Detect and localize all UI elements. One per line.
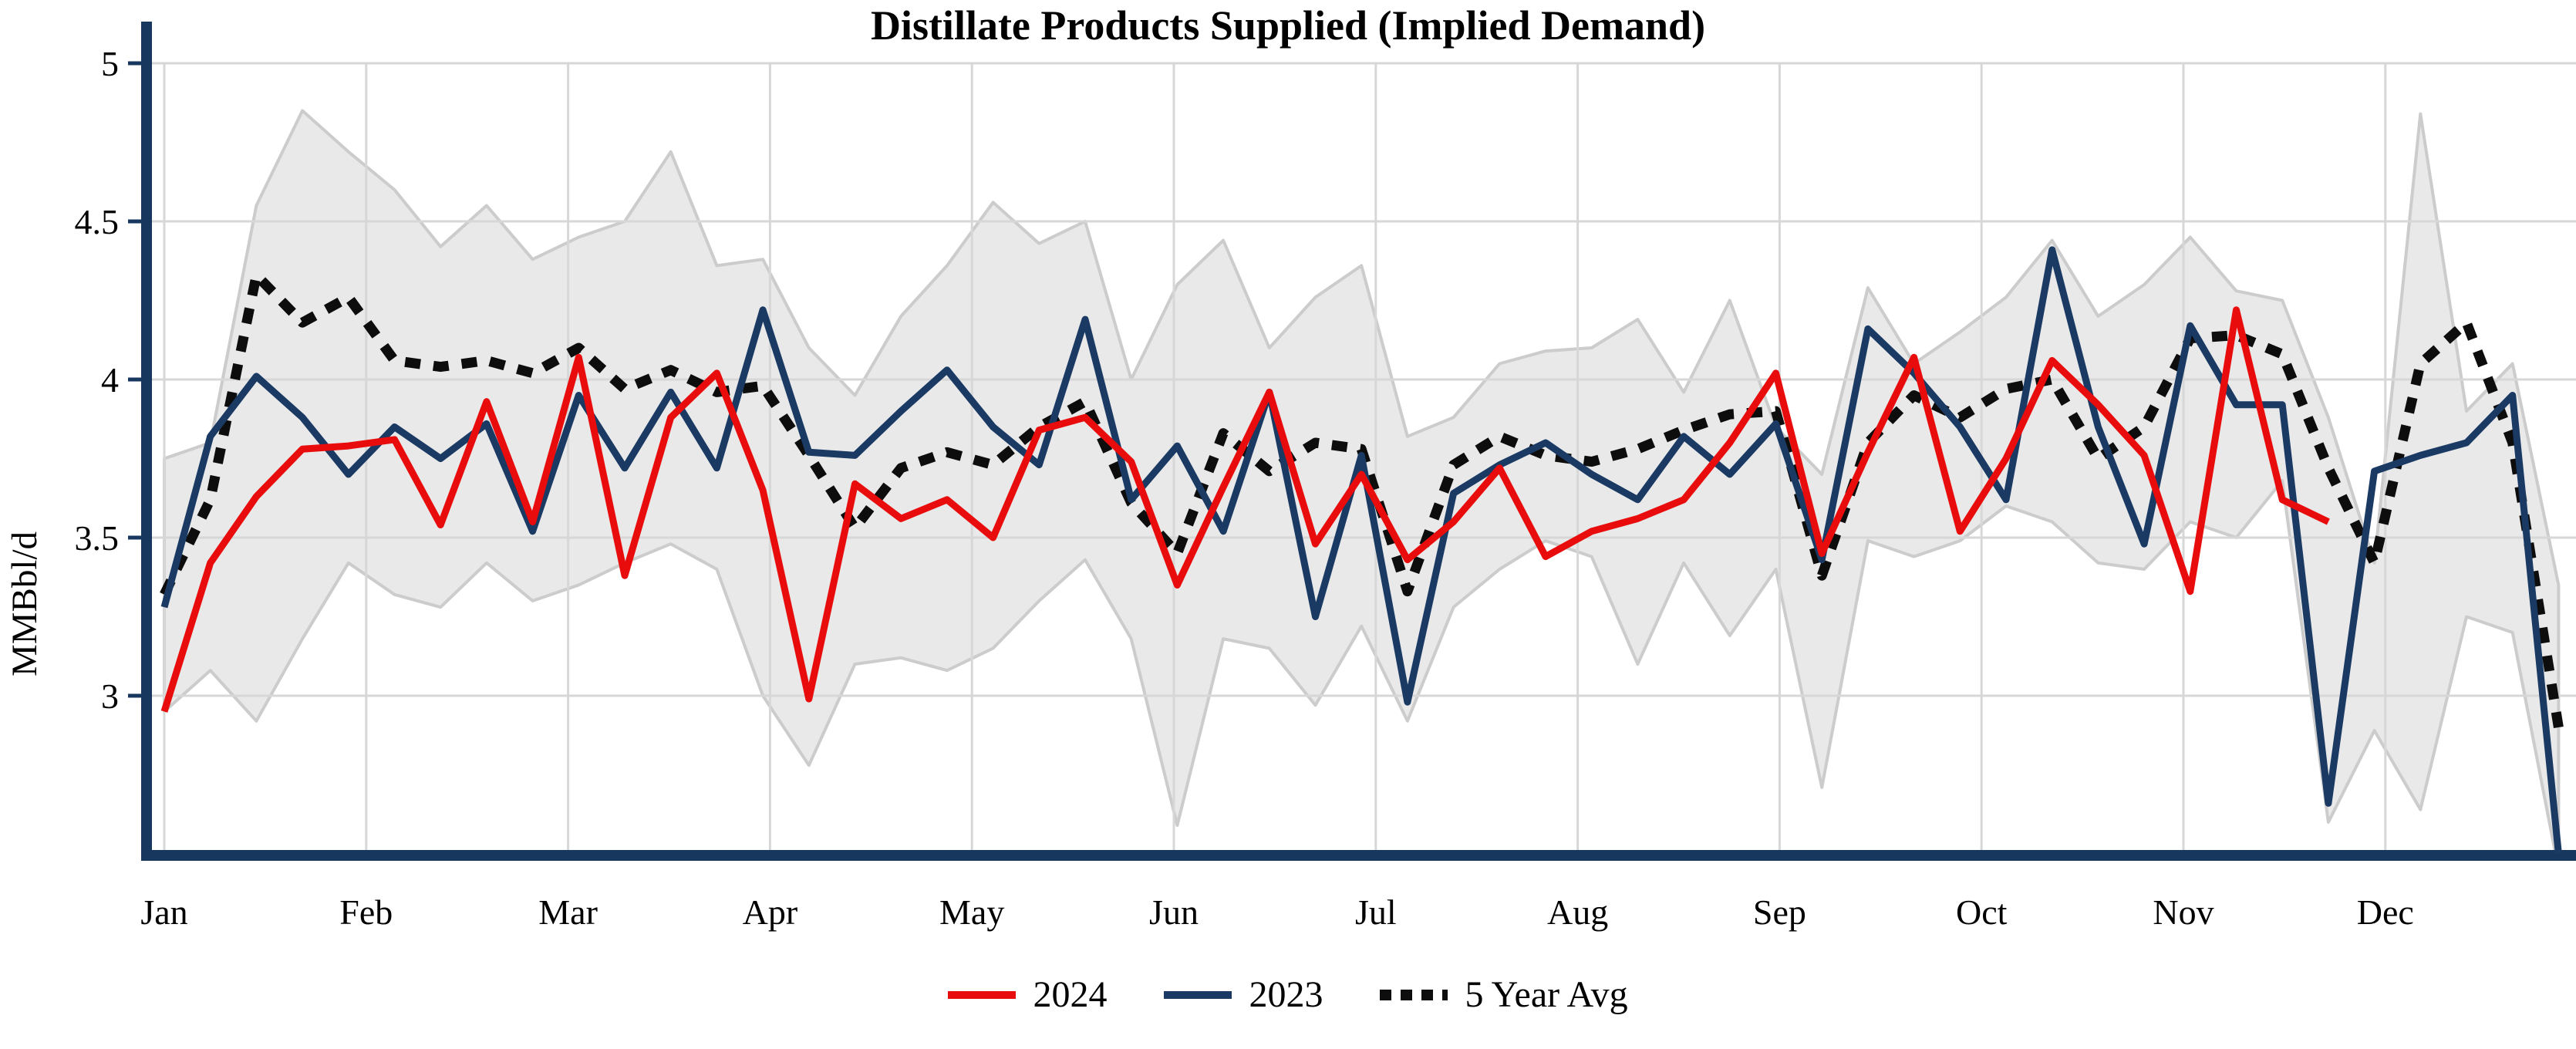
x-tick-label-jun: Jun [1149,892,1199,932]
legend-item-2023: 2023 [1164,973,1323,1016]
x-tick-label-oct: Oct [1956,892,2008,932]
series-line-2024 [160,306,2330,713]
y-tick-label-4: 4 [101,360,119,400]
x-tick-label-jan: Jan [140,892,187,932]
y-tick-label-5: 5 [101,44,119,83]
chart-title: Distillate Products Supplied (Implied De… [870,2,1706,49]
legend-item-2024: 2024 [948,973,1107,1016]
x-tick-label-dec: Dec [2357,892,2414,932]
x-tick-label-mar: Mar [538,892,598,932]
legend-label-5yr-avg: 5 Year Avg [1465,974,1628,1015]
legend-swatch-5yr-avg-line [1380,989,1448,1000]
y-tick-label-3.5: 3.5 [75,518,120,558]
legend-swatch-2024-line [948,990,1017,999]
y-tick-label-3: 3 [101,676,119,716]
legend: 2024 2023 5 Year Avg [0,973,2576,1016]
x-tick-label-jul: Jul [1355,892,1397,932]
x-tick-label-feb: Feb [339,892,393,932]
x-tick-labels: Jan Feb Mar Apr May Jun Jul Aug Sep Oct Nov Dec [140,892,2413,932]
series-line-5-year-avg [160,270,2564,729]
series-line-2023 [160,246,2562,855]
x-tick-label-sep: Sep [1753,892,1806,932]
legend-item-5yr-avg: 5 Year Avg [1380,973,1628,1016]
x-tick-label-may: May [939,892,1004,932]
y-tick-labels: 5 4.5 4 3.5 3 [75,44,120,716]
legend-label-2024: 2024 [1033,974,1108,1015]
x-tick-label-nov: Nov [2153,892,2214,932]
axes-spines [128,22,2576,861]
y-tick-label-4.5: 4.5 [75,202,120,241]
x-tick-label-aug: Aug [1547,892,1608,932]
x-tick-label-apr: Apr [743,892,798,932]
five-year-range-band [163,109,2561,855]
series-lines [160,246,2564,855]
legend-swatch-2023-line [1164,990,1232,999]
legend-label-2023: 2023 [1249,974,1323,1015]
